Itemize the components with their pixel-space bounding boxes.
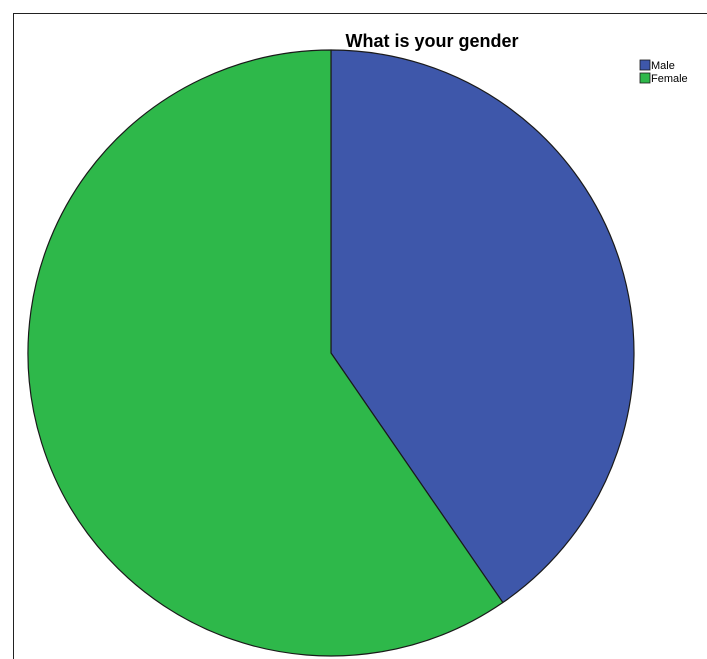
pie-slices bbox=[27, 49, 635, 657]
chart-title: What is your gender bbox=[345, 31, 518, 51]
legend-label-male: Male bbox=[651, 60, 675, 72]
pie-slice-male bbox=[330, 49, 635, 604]
legend-label-female: Female bbox=[651, 73, 688, 85]
pie-slice-female bbox=[27, 49, 504, 657]
legend-swatch-female bbox=[639, 72, 651, 84]
legend-swatch-male bbox=[639, 59, 651, 71]
